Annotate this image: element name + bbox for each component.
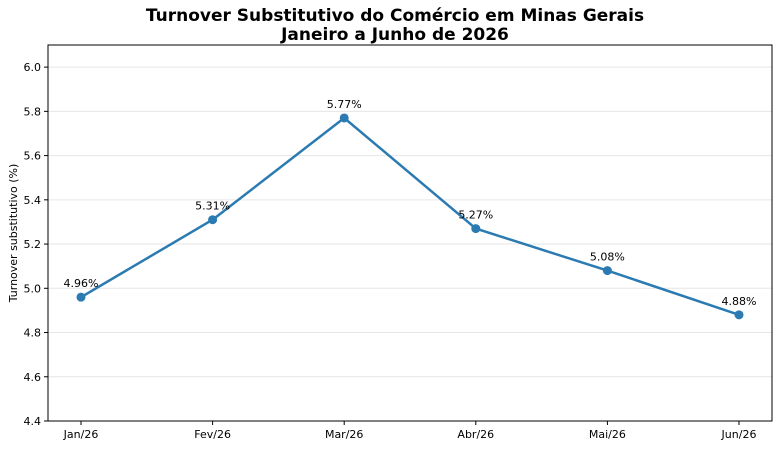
data-point: [471, 224, 481, 234]
data-point: [339, 113, 349, 123]
chart-title-line-1: Turnover Substitutivo do Comércio em Min…: [146, 6, 644, 26]
y-tick-label: 5.8: [24, 105, 42, 118]
data-labels-layer: 4.96% 5.31% 5.77% 5.27% 5.08% 4.88%: [64, 98, 757, 308]
x-tick-label: Fev/26: [194, 428, 231, 441]
data-label: 5.31%: [195, 200, 230, 213]
x-tick-label: Mar/26: [325, 428, 363, 441]
y-tick-label: 5.2: [24, 238, 42, 251]
y-axis-label: Turnover substitutivo (%): [7, 164, 20, 304]
x-tick-label: Mai/26: [589, 428, 626, 441]
grid-layer: [48, 66, 772, 422]
y-tick-label: 4.8: [24, 327, 42, 340]
plot-frame: [47, 44, 773, 422]
data-point: [734, 310, 744, 320]
series-line: [80, 116, 740, 317]
data-point: [76, 292, 86, 302]
x-tick-label: Jan/26: [63, 428, 99, 441]
y-tick-label: 5.4: [24, 194, 42, 207]
y-tick-label: 5.6: [24, 150, 42, 163]
data-label: 5.08%: [590, 251, 625, 264]
series-layer: [76, 113, 744, 320]
data-label: 5.27%: [458, 209, 493, 222]
y-tick-label: 5.0: [24, 282, 42, 295]
ticks-layer: 4.4 4.6 4.8 5.0 5.2 5.4 5.6 5.8 6.0 Jan/26 Fev/26 M…: [24, 61, 757, 441]
x-tick-label: Abr/26: [457, 428, 494, 441]
chart-title-line-2: Janeiro a Junho de 2026: [280, 25, 509, 45]
y-tick-label: 4.6: [24, 371, 42, 384]
data-point: [208, 215, 218, 225]
x-tick-label: Jun/26: [721, 428, 757, 441]
data-point: [602, 266, 612, 276]
data-label: 4.96%: [64, 277, 99, 290]
data-label: 4.88%: [722, 295, 757, 308]
y-tick-label: 6.0: [24, 61, 42, 74]
data-label: 5.77%: [327, 98, 362, 111]
y-tick-label: 4.4: [24, 415, 42, 428]
